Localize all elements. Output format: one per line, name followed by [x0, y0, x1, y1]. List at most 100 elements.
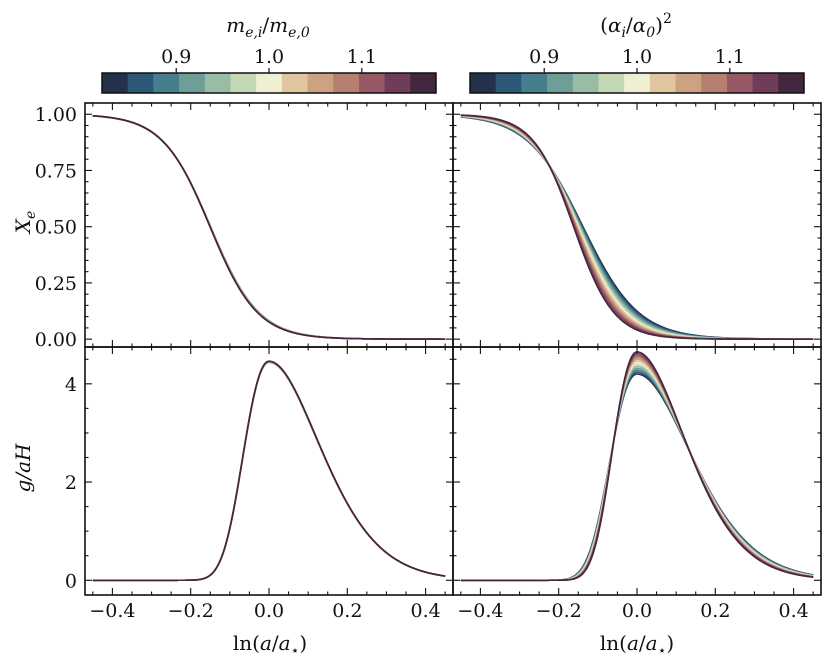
series-line: [460, 362, 814, 582]
colorbar-swatch: [230, 73, 257, 93]
series-line: [460, 356, 814, 582]
colorbar-tick-label: 1.0: [622, 46, 652, 68]
colorbar-swatch: [624, 73, 651, 93]
x-tick-label: −0.4: [457, 600, 503, 622]
series-line: [92, 360, 446, 582]
series-line: [92, 361, 446, 582]
panel-bottom-right-visibility: −0.4 −0.2 0.0 0.2 0.4: [452, 346, 822, 622]
x-tick-label: 0.4: [778, 600, 808, 622]
x-tick-label: 0.4: [410, 600, 440, 622]
colorbar-swatch: [470, 73, 497, 93]
colorbar-tick-label: 1.1: [347, 46, 377, 68]
series-line: [92, 115, 446, 340]
series-line: [92, 360, 446, 582]
series-line: [460, 115, 814, 340]
series-line: [460, 115, 814, 340]
colorbar-swatch: [726, 73, 754, 93]
x-tick-label: 0.2: [332, 600, 362, 622]
series-line: [92, 361, 446, 582]
series-line: [460, 369, 814, 582]
colorbar-swatch: [675, 73, 702, 93]
colorbar-swatch: [752, 73, 779, 93]
series-line: [460, 363, 814, 582]
series-line: [460, 352, 814, 582]
colorbar-right-title: (αi/α0)2: [600, 11, 672, 41]
x-tick-label: 0.2: [700, 600, 730, 622]
series-line: [92, 360, 446, 582]
colorbar-swatch: [598, 73, 625, 93]
colorbar-tick-label: 1.1: [715, 46, 745, 68]
colorbar-tick-label: 1.0: [254, 46, 284, 68]
series-line: [92, 360, 446, 582]
colorbar-swatch: [333, 73, 360, 93]
series-line: [92, 115, 446, 340]
xlabel-right: ln(a/a⋆): [600, 631, 674, 659]
series-line: [460, 365, 814, 582]
series-line: [460, 115, 814, 340]
ylabel-top: Xe: [11, 211, 39, 236]
panel-top-right-xe: [452, 102, 822, 348]
colorbar-swatch: [410, 73, 437, 93]
series-line: [92, 360, 446, 582]
series-line: [92, 361, 446, 582]
y-tick-label: 1.00: [35, 104, 77, 126]
series-line: [92, 360, 446, 582]
x-tick-label: 0.0: [622, 600, 652, 622]
series-line: [92, 115, 446, 340]
series-line: [92, 361, 446, 582]
x-tick-label: 0.0: [254, 600, 284, 622]
colorbar-swatch: [701, 73, 728, 93]
colorbar-tick-label: 0.9: [529, 46, 559, 68]
series-line: [92, 115, 446, 340]
series-line: [92, 115, 446, 340]
colorbar-swatch: [547, 73, 574, 93]
y-tick-label: 0.50: [35, 217, 77, 239]
series-line: [92, 115, 446, 340]
series-line: [460, 360, 814, 582]
series-line: [460, 114, 814, 340]
colorbar-left: 0.9 1.0 1.1: [101, 46, 437, 94]
series-line: [460, 354, 814, 582]
series-line: [460, 116, 814, 340]
colorbar-swatch: [102, 73, 129, 93]
series-line: [460, 371, 814, 582]
colorbar-swatch: [572, 73, 599, 93]
colorbar-left-title: me,i/me,0: [226, 13, 310, 41]
panel-frame: [84, 102, 454, 348]
colorbar-swatch: [204, 73, 231, 93]
series-line: [460, 115, 814, 340]
series-line: [92, 115, 446, 340]
y-tick-label: 0.00: [35, 329, 77, 351]
series-line: [460, 115, 814, 340]
series-line: [460, 115, 814, 340]
x-tick-label: −0.2: [536, 600, 582, 622]
series-line: [460, 114, 814, 340]
series-line: [460, 351, 814, 582]
y-tick-label: 0: [65, 570, 77, 592]
colorbar-swatch: [256, 73, 283, 93]
colorbar-swatch: [495, 73, 522, 93]
y-tick-label: 2: [65, 472, 77, 494]
series-line: [92, 115, 446, 340]
colorbar-tick-label: 0.9: [161, 46, 191, 68]
series-line: [460, 114, 814, 340]
y-tick-label: 4: [65, 374, 77, 396]
colorbar-right: 0.9 1.0 1.1: [469, 46, 805, 94]
colorbar-swatch: [778, 73, 805, 93]
colorbar-swatch: [307, 73, 334, 93]
series-line: [460, 358, 814, 582]
series-line: [460, 373, 814, 582]
series-line: [92, 361, 446, 582]
panel-frame: [84, 346, 454, 596]
series-line: [460, 114, 814, 340]
y-tick-label: 0.25: [35, 273, 77, 295]
series-line: [92, 360, 446, 582]
colorbar-swatch: [127, 73, 154, 93]
colorbar-swatch: [179, 73, 206, 93]
x-tick-label: −0.2: [168, 600, 214, 622]
colorbar-swatch: [281, 73, 308, 93]
series-line: [92, 115, 446, 340]
panel-bottom-left-visibility: 0 2 4 −0.4 −0.2 0.0 0.2 0.4: [65, 346, 454, 622]
colorbar-swatch: [384, 73, 411, 93]
